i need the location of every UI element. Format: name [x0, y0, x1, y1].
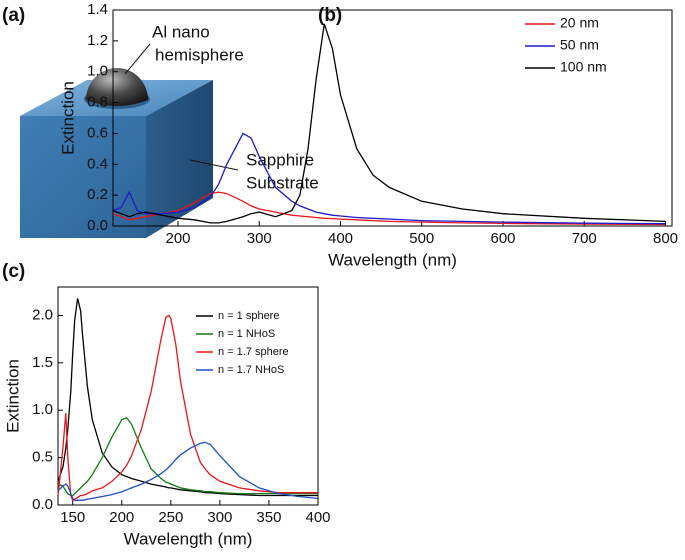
y-tick-label: 0.2: [87, 186, 108, 203]
series-line: [57, 417, 318, 497]
x-tick-label: 200: [165, 230, 190, 247]
legend-label: 20 nm: [560, 15, 599, 31]
y-tick-label: 1.0: [32, 401, 53, 418]
x-tick-label: 500: [409, 230, 434, 247]
x-tick-label: 350: [256, 509, 281, 526]
y-tick-label: 0.0: [32, 496, 53, 513]
legend-label: n = 1.7 sphere: [218, 346, 289, 358]
annotation: Substrate: [246, 173, 319, 192]
x-tick-label: 150: [60, 509, 85, 526]
y-tick-label: 0.4: [87, 155, 108, 172]
y-axis-label: Extinction: [58, 81, 77, 155]
x-tick-label: 400: [328, 230, 353, 247]
plot-frame: [57, 286, 319, 506]
series-line: [57, 298, 318, 497]
y-tick-label: 1.5: [32, 354, 53, 371]
panel-label: (b): [318, 5, 342, 26]
x-tick-label: 300: [247, 230, 272, 247]
y-tick-label: 2.0: [32, 306, 53, 323]
legend-label: n = 1.7 NHoS: [218, 364, 284, 376]
series-line: [112, 132, 666, 225]
y-axis-label: Extinction: [3, 359, 22, 433]
x-tick-label: 200: [109, 509, 134, 526]
y-tick-label: 1.0: [87, 63, 108, 80]
x-tick-label: 600: [490, 230, 515, 247]
series-line: [112, 23, 666, 224]
annotation: Al nano: [152, 22, 210, 41]
y-tick-label: 0.8: [87, 94, 108, 111]
y-tick-label: 1.4: [87, 1, 108, 18]
substrate-illustration: [20, 43, 239, 238]
panel-label: (a): [2, 5, 25, 26]
legend-label: 100 nm: [560, 59, 607, 75]
plot-frame: [112, 9, 673, 227]
x-tick-label: 700: [572, 230, 597, 247]
y-tick-label: 1.2: [87, 32, 108, 49]
x-tick-label: 800: [653, 230, 678, 247]
x-tick-label: 300: [207, 509, 232, 526]
x-tick-label: 400: [305, 509, 330, 526]
annotation: Sapphire: [246, 150, 314, 169]
legend-label: n = 1 NHoS: [218, 328, 275, 340]
series-line: [57, 441, 319, 501]
x-axis-label: Wavelength (nm): [328, 250, 457, 269]
y-tick-label: 0.6: [87, 124, 108, 141]
annotation: hemisphere: [155, 45, 244, 64]
y-tick-label: 0.5: [32, 449, 53, 466]
x-tick-label: 250: [158, 509, 183, 526]
y-tick-label: 0.0: [87, 217, 108, 234]
panel-label: (c): [2, 261, 25, 282]
legend-label: 50 nm: [560, 37, 599, 53]
legend-label: n = 1 sphere: [218, 310, 279, 322]
x-axis-label: Wavelength (nm): [124, 529, 253, 548]
series-line: [57, 314, 318, 502]
